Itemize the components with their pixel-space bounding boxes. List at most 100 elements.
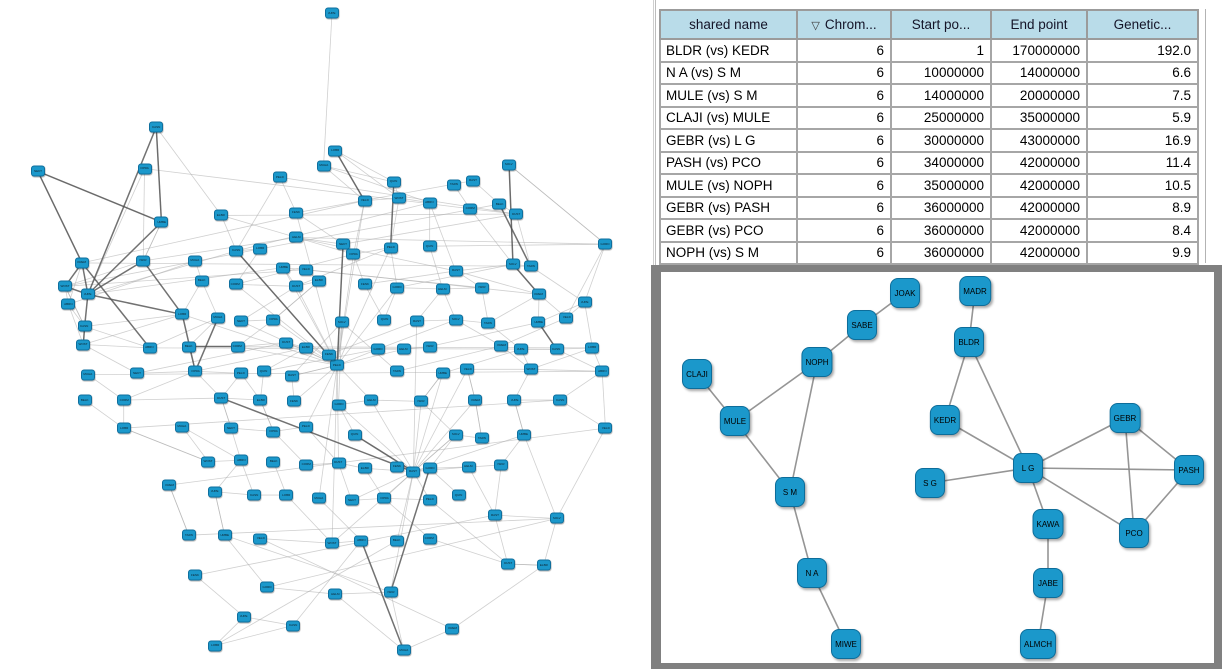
graph-edge[interactable] [195,370,241,374]
graph-node[interactable]: PASH [1174,455,1204,485]
graph-edge[interactable] [123,397,222,401]
graph-node[interactable]: CORM [298,459,313,471]
graph-edge[interactable] [513,399,525,435]
graph-edge[interactable] [556,348,603,372]
graph-edge[interactable] [559,370,603,401]
table-cell[interactable]: NOPH (vs) S M [659,240,798,265]
graph-node[interactable]: ISKR [136,255,151,267]
graph-edge[interactable] [390,247,398,288]
table-cell[interactable]: 192.0 [1086,38,1199,63]
graph-edge[interactable] [494,515,509,565]
graph-node[interactable]: ELBR [357,462,372,474]
graph-edge[interactable] [292,540,362,626]
graph-node[interactable]: WOST [76,339,91,351]
table-cell[interactable]: 6 [796,173,892,198]
graph-edge[interactable] [397,345,502,372]
graph-edge[interactable] [452,564,544,630]
graph-node[interactable]: ELBR [311,275,326,287]
graph-edge[interactable] [195,575,245,618]
graph-node[interactable]: GORD [370,343,385,355]
graph-node[interactable]: PELD [272,171,287,183]
graph-edge[interactable] [494,464,502,516]
graph-edge[interactable] [523,434,557,519]
graph-node[interactable]: FENK [357,278,372,290]
graph-edge[interactable] [87,126,157,295]
graph-edge[interactable] [293,364,338,402]
graph-edge[interactable] [81,262,151,349]
graph-edge[interactable] [530,347,593,370]
graph-node[interactable]: KASN [549,343,564,355]
graph-node[interactable]: ABRN [422,197,437,209]
graph-node[interactable]: QUIN [386,176,401,188]
graph-node[interactable]: HELM [461,461,476,473]
table-row[interactable]: BLDR (vs) KEDR 6 1 170000000 192.0 [659,38,1199,63]
graph-edge[interactable] [364,467,414,473]
graph-edge[interactable] [397,287,443,290]
graph-edge[interactable] [286,494,333,544]
network-view-main[interactable]: JUPE KASN LOBR MUHA NEKT OPRA PELD QUIN RAST SOLV… [0,0,651,669]
graph-node[interactable]: MADR [959,276,991,306]
graph-node[interactable]: LOBR [116,422,131,434]
graph-edge[interactable] [323,165,365,202]
column-header-shared-name[interactable]: shared name [659,9,798,40]
graph-node[interactable]: KASN [77,320,92,332]
graph-edge[interactable] [81,200,365,264]
graph-node[interactable]: NEKT [129,367,144,379]
table-row[interactable]: MULE (vs) NOPH 6 35000000 42000000 10.5 [659,173,1199,198]
table-cell[interactable]: 8.4 [1086,218,1199,243]
graph-edge[interactable] [335,150,395,183]
graph-edge[interactable] [214,491,225,536]
graph-node[interactable]: MUHA [316,160,331,172]
graph-node[interactable]: JUPE [80,288,95,300]
graph-edge[interactable] [155,126,222,216]
graph-edge[interactable] [65,269,306,287]
graph-node[interactable]: KAWA [1032,509,1064,539]
graph-node[interactable]: MUHA [80,369,95,381]
graph-node[interactable]: LOBR [328,145,343,157]
graph-edge[interactable] [338,404,414,472]
graph-node[interactable]: ISKR [383,586,398,598]
graph-edge[interactable] [188,346,593,349]
graph-node[interactable]: VELD [357,195,372,207]
graph-edge[interactable] [220,215,237,252]
graph-node[interactable]: QUIN [377,314,392,326]
graph-edge[interactable] [335,150,400,199]
graph-node[interactable]: RAST [448,265,463,277]
graph-node[interactable]: MUHA [311,492,326,504]
graph-edge[interactable] [260,538,333,544]
table-cell[interactable]: 6 [796,128,892,153]
graph-node[interactable]: KREM [468,394,483,406]
graph-edge[interactable] [83,344,137,374]
graph-node[interactable]: NEKT [224,422,239,434]
graph-node[interactable]: FENK [289,207,304,219]
graph-node[interactable]: TARN [181,529,196,541]
graph-edge[interactable] [201,280,219,318]
graph-node[interactable]: VELD [559,312,574,324]
graph-node[interactable]: MIWE [831,629,861,659]
graph-node[interactable]: VELD [253,533,268,545]
graph-edge[interactable] [488,294,540,324]
graph-edge[interactable] [67,304,84,345]
table-cell[interactable]: 36000000 [890,240,992,265]
graph-edge[interactable] [244,616,294,626]
graph-edge[interactable] [559,399,606,429]
graph-node[interactable]: CORM [230,341,245,353]
graph-edge[interactable] [323,165,394,183]
graph-node[interactable]: CORM [116,394,131,406]
graph-edge[interactable] [335,593,404,651]
graph-edge[interactable] [296,247,391,287]
graph-edge[interactable] [429,246,444,290]
graph-node[interactable]: NOPH [801,347,833,377]
graph-node[interactable]: ISKR [474,282,489,294]
graph-edge[interactable] [240,460,255,496]
graph-node[interactable]: KREM [494,340,509,352]
graph-node[interactable]: PELD [233,367,248,379]
graph-edge[interactable] [413,466,469,473]
graph-node[interactable]: KASN [285,620,300,631]
table-row[interactable]: CLAJI (vs) MULE 6 25000000 35000000 5.9 [659,105,1199,130]
table-cell[interactable]: 7.5 [1086,83,1199,108]
graph-edge[interactable] [413,373,444,472]
graph-edge[interactable] [474,399,483,439]
graph-node[interactable]: BELK [266,456,281,468]
column-header-chromosome[interactable]: ▽ Chrom... [796,9,892,40]
